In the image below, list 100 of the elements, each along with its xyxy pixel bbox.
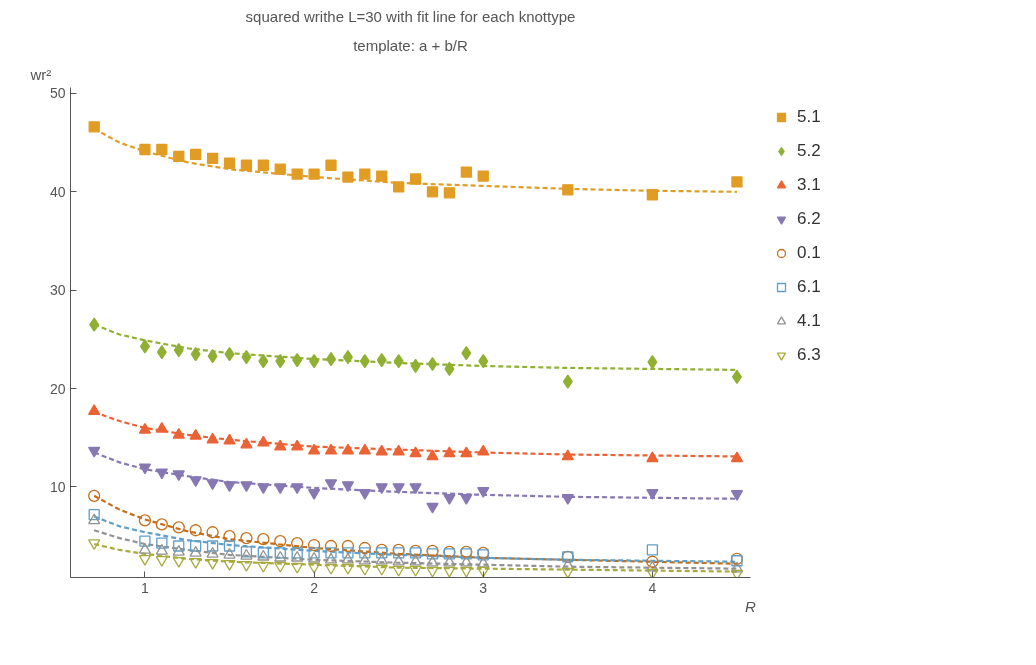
point — [190, 148, 202, 161]
point — [206, 432, 219, 444]
point — [443, 493, 456, 505]
point — [409, 446, 422, 458]
point — [190, 540, 202, 552]
point — [376, 547, 388, 559]
point — [189, 524, 202, 537]
point — [307, 443, 321, 455]
legend-label: 0.1 — [797, 243, 821, 263]
point — [223, 530, 236, 543]
legend-label: 4.1 — [797, 311, 821, 331]
point — [460, 555, 473, 567]
point — [139, 535, 151, 547]
y-tick-label: 10 — [49, 478, 66, 495]
x-tick-label: 3 — [479, 579, 488, 596]
legend-label: 6.3 — [797, 345, 821, 365]
point — [477, 444, 490, 456]
legend-label: 5.1 — [797, 107, 821, 127]
point — [274, 483, 287, 494]
point — [274, 534, 287, 548]
point — [308, 168, 320, 180]
point — [88, 121, 100, 133]
point — [206, 526, 219, 539]
point — [206, 546, 219, 558]
y-axis-title: wr² — [29, 65, 52, 83]
point — [274, 561, 287, 573]
point — [291, 483, 304, 494]
point — [730, 490, 744, 501]
point — [206, 558, 219, 570]
point — [342, 171, 354, 183]
point — [307, 538, 321, 552]
point — [393, 181, 405, 193]
point — [392, 565, 405, 577]
point — [477, 170, 489, 182]
point — [375, 483, 388, 494]
point — [307, 551, 321, 563]
point — [223, 157, 236, 169]
point — [206, 152, 219, 164]
point — [646, 544, 659, 556]
point — [138, 554, 152, 566]
point — [426, 186, 439, 198]
point — [291, 439, 304, 451]
point — [731, 176, 743, 188]
x-tick-label: 2 — [310, 579, 319, 596]
point — [562, 184, 574, 196]
point — [646, 568, 659, 578]
point — [189, 428, 202, 440]
point — [88, 404, 101, 416]
point — [88, 513, 101, 525]
point — [646, 489, 659, 500]
point — [561, 567, 574, 578]
legend-label: 5.2 — [797, 141, 821, 161]
point — [358, 489, 371, 500]
point — [341, 552, 355, 564]
point — [88, 489, 101, 502]
point — [460, 446, 473, 458]
point — [307, 562, 321, 574]
point — [224, 347, 235, 362]
point — [358, 541, 371, 555]
point — [138, 422, 152, 434]
point — [443, 187, 456, 199]
point — [308, 547, 320, 559]
point — [257, 159, 269, 171]
point — [730, 451, 744, 463]
point — [358, 564, 371, 576]
point — [155, 518, 168, 531]
point — [223, 433, 236, 445]
point — [375, 444, 388, 456]
point — [172, 544, 185, 556]
point — [173, 343, 184, 358]
point — [155, 543, 168, 555]
legend-label: 6.1 — [797, 277, 821, 297]
point — [358, 443, 371, 455]
point — [562, 374, 573, 389]
y-tick-label: 30 — [49, 282, 66, 299]
point — [426, 566, 439, 578]
point — [257, 532, 270, 546]
point — [646, 560, 659, 572]
point — [477, 566, 490, 578]
point — [426, 502, 439, 514]
point — [138, 542, 152, 554]
x-tick-label: 4 — [648, 579, 657, 596]
point — [359, 547, 371, 559]
point — [88, 508, 100, 521]
point — [426, 544, 439, 558]
point — [341, 563, 355, 575]
point — [375, 564, 388, 576]
point — [223, 547, 236, 559]
point — [409, 173, 422, 185]
point — [156, 537, 168, 549]
point — [358, 553, 371, 565]
point — [291, 562, 304, 574]
point — [172, 427, 185, 439]
point — [324, 539, 338, 553]
point — [240, 159, 253, 171]
point — [375, 543, 388, 557]
point — [460, 166, 472, 178]
point — [88, 446, 101, 458]
x-tick-label: 1 — [141, 579, 150, 596]
point — [240, 560, 253, 572]
